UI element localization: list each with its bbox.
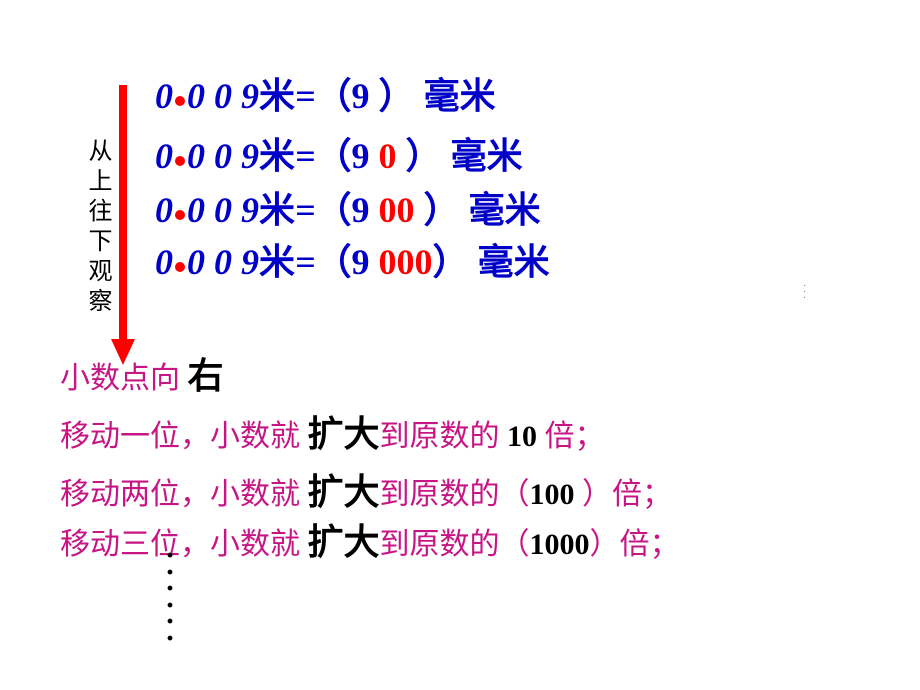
vertical-label: 从上往下观察	[80, 138, 115, 318]
decimal-dot-icon	[175, 210, 185, 220]
rule-row: 移动一位，小数就 扩大到原数的 10 倍；	[60, 416, 680, 452]
equation-row: 00 0 9米=（9 00 ） 毫米	[155, 192, 550, 228]
decimal-dot-icon	[175, 262, 185, 272]
equation-row: 00 0 9米=（9 000） 毫米	[155, 244, 550, 280]
down-arrow	[112, 85, 142, 372]
decimal-dot-icon	[175, 156, 185, 166]
equation-row: 00 0 9米=（9 ） 毫米	[155, 78, 550, 114]
rule-block: 小数点向 右 移动一位，小数就 扩大到原数的 10 倍； 移动两位，小数就 扩大…	[60, 358, 680, 560]
equation-block: 00 0 9米=（9 ） 毫米 00 0 9米=（9 0 ） 毫米 00 0 9…	[155, 78, 550, 280]
rule-row: 移动三位，小数就 扩大到原数的（1000）倍；	[60, 524, 680, 560]
vertical-ellipsis-icon: ······	[165, 548, 175, 647]
equation-row: 00 0 9米=（9 0 ） 毫米	[155, 138, 550, 174]
decimal-dot-icon	[175, 96, 185, 106]
marks-icon: ···	[803, 284, 806, 302]
rule-row: 移动两位，小数就 扩大到原数的（100 ）倍；	[60, 474, 680, 510]
rule-intro: 小数点向 右	[60, 358, 680, 394]
